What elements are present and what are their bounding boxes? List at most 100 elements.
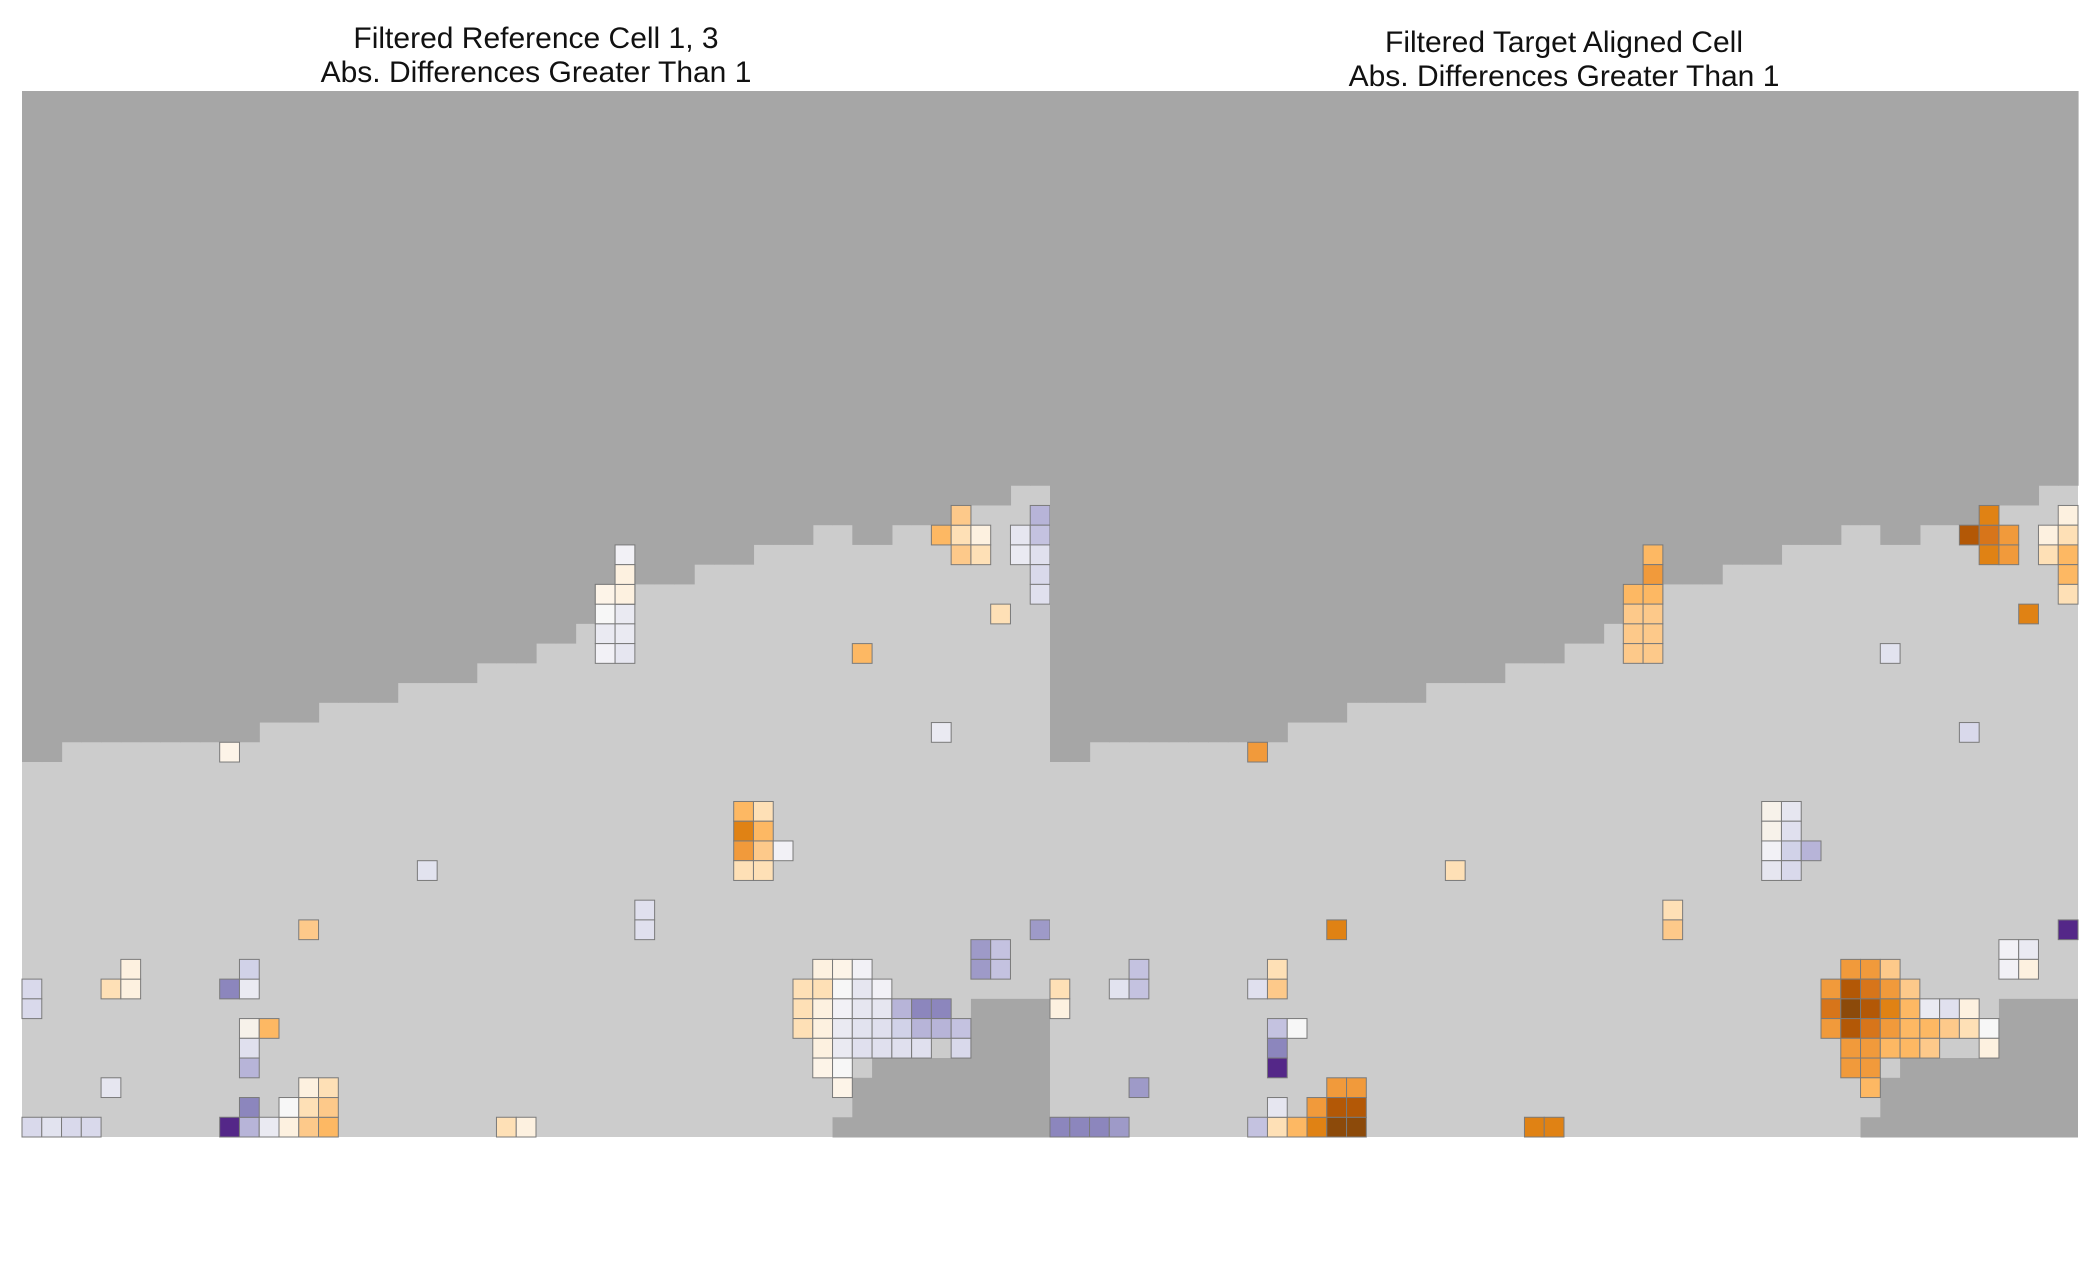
heatmap-cell	[258, 1018, 280, 1039]
heatmap-cell	[2018, 958, 2039, 980]
heatmap-cell	[1009, 544, 1031, 566]
heatmap-outside-column	[1919, 91, 1941, 526]
heatmap-cell	[298, 1116, 320, 1138]
heatmap-cell	[1860, 1037, 1881, 1059]
heatmap-plot-left	[21, 91, 1051, 1138]
heatmap-outside-column	[160, 91, 181, 743]
heatmap-cell	[891, 998, 913, 1020]
heatmap-cell	[318, 1116, 339, 1138]
heatmap-cell	[1286, 1018, 1308, 1039]
heatmap-cell	[950, 1018, 972, 1039]
heatmap-outside-column	[911, 91, 932, 526]
heatmap-cell	[1879, 958, 1901, 980]
heatmap-cell	[970, 939, 992, 960]
heatmap-outside-column	[1287, 91, 1308, 723]
heatmap-cell	[298, 1077, 320, 1099]
heatmap-cell	[930, 998, 952, 1020]
heatmap-cell	[1266, 1116, 1288, 1138]
heatmap-cell	[990, 939, 1011, 960]
heatmap-outside-column	[2058, 91, 2079, 486]
heatmap-cell	[1879, 998, 1901, 1020]
heatmap-cell	[238, 1057, 260, 1079]
chart-title-right: Filtered Target Aligned Cell Abs. Differ…	[1050, 26, 2078, 94]
heatmap-cell	[733, 840, 754, 862]
heatmap-cell	[1049, 998, 1071, 1020]
heatmap-cell	[219, 1116, 240, 1138]
heatmap-cell	[1820, 1018, 1842, 1039]
heatmap-outside-column	[1524, 91, 1545, 664]
heatmap-outside-column	[852, 91, 873, 545]
heatmap-cell	[832, 978, 853, 1000]
heatmap-outside-column	[1326, 91, 1348, 723]
heatmap-cell	[950, 1037, 972, 1059]
heatmap-outside-column	[437, 91, 458, 684]
heatmap-cell	[1089, 1116, 1110, 1138]
heatmap-outside-column	[259, 91, 280, 723]
heatmap-cell	[1009, 524, 1031, 546]
heatmap-cell	[21, 978, 43, 1000]
heatmap-cell	[1247, 741, 1268, 763]
heatmap-cell	[1642, 583, 1664, 605]
heatmap-cell	[1761, 820, 1782, 842]
heatmap-cell	[812, 958, 834, 980]
heatmap-cell	[61, 1116, 82, 1138]
heatmap-outside-column	[417, 91, 438, 684]
heatmap-outside-column	[595, 91, 616, 605]
heatmap-cell	[851, 978, 873, 1000]
heatmap-cell	[238, 1037, 260, 1059]
heatmap-outside-column	[1168, 91, 1189, 743]
heatmap-cell	[832, 958, 853, 980]
heatmap-outside-column	[555, 91, 577, 644]
heatmap-outside-column	[1247, 91, 1269, 743]
heatmap-outside-column	[1821, 91, 1842, 545]
heatmap-cell	[2057, 544, 2079, 566]
heatmap-cell	[1029, 919, 1051, 941]
heatmap-cell	[1346, 1097, 1367, 1118]
heatmap-cell	[2018, 939, 2039, 960]
heatmap-cell	[1108, 1116, 1130, 1138]
heatmap-outside-column	[1840, 91, 1862, 526]
heatmap-cell	[1523, 1116, 1545, 1138]
heatmap-cell	[733, 800, 754, 822]
heatmap-cell	[1346, 1116, 1367, 1138]
heatmap-outside-column	[1188, 91, 1209, 743]
heatmap-outside-column	[1860, 91, 1881, 526]
heatmap-cell	[238, 1116, 260, 1138]
heatmap-cell	[1840, 978, 1862, 1000]
heatmap-cell	[970, 524, 992, 546]
heatmap-cell	[1266, 958, 1288, 980]
heatmap-cell	[752, 820, 774, 842]
heatmap-outside-column	[931, 91, 952, 526]
heatmap-cell	[2057, 919, 2079, 941]
heatmap-cell	[990, 958, 1011, 980]
heatmap-cell	[100, 1077, 122, 1099]
heatmap-outside-column	[1484, 91, 1506, 684]
heatmap-cell	[812, 1037, 834, 1059]
heatmap-cell	[772, 840, 794, 862]
heatmap-outside-column	[970, 91, 992, 506]
heatmap-cell	[1306, 1116, 1328, 1138]
heatmap-cell	[238, 1018, 260, 1039]
heatmap-outside-column	[298, 91, 320, 723]
heatmap-cell	[1029, 583, 1051, 605]
heatmap-cell	[851, 958, 873, 980]
heatmap-cell	[1820, 978, 1842, 1000]
heatmap-cell	[634, 899, 656, 921]
heatmap-outside-column	[1722, 91, 1743, 565]
heatmap-cell	[930, 722, 952, 743]
heatmap-cell	[752, 860, 774, 881]
heatmap-outside-column	[891, 91, 913, 526]
heatmap-outside-column	[1465, 91, 1486, 684]
heatmap-cell	[1286, 1116, 1308, 1138]
heatmap-cell	[1266, 1057, 1288, 1079]
heatmap-cell	[1326, 1116, 1348, 1138]
heatmap-outside-column	[1583, 91, 1605, 644]
heatmap-cell	[911, 1037, 932, 1059]
heatmap-cell	[1346, 1077, 1367, 1099]
heatmap-outside-column	[1129, 91, 1150, 743]
heatmap-cell	[950, 504, 972, 526]
heatmap-cell	[832, 1018, 853, 1039]
heatmap-outside-column	[1781, 91, 1802, 545]
heatmap-cell	[970, 544, 992, 566]
heatmap-cell	[238, 958, 260, 980]
